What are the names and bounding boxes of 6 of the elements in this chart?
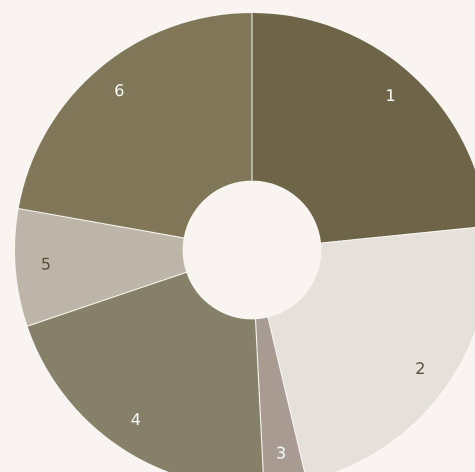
- slice-label: 5: [40, 254, 52, 274]
- slice-label: 1: [385, 86, 396, 105]
- slice-label: 2: [415, 359, 426, 378]
- slice-label: 6: [114, 80, 124, 100]
- slice-label: 4: [130, 410, 141, 430]
- slice-label: 3: [276, 444, 286, 463]
